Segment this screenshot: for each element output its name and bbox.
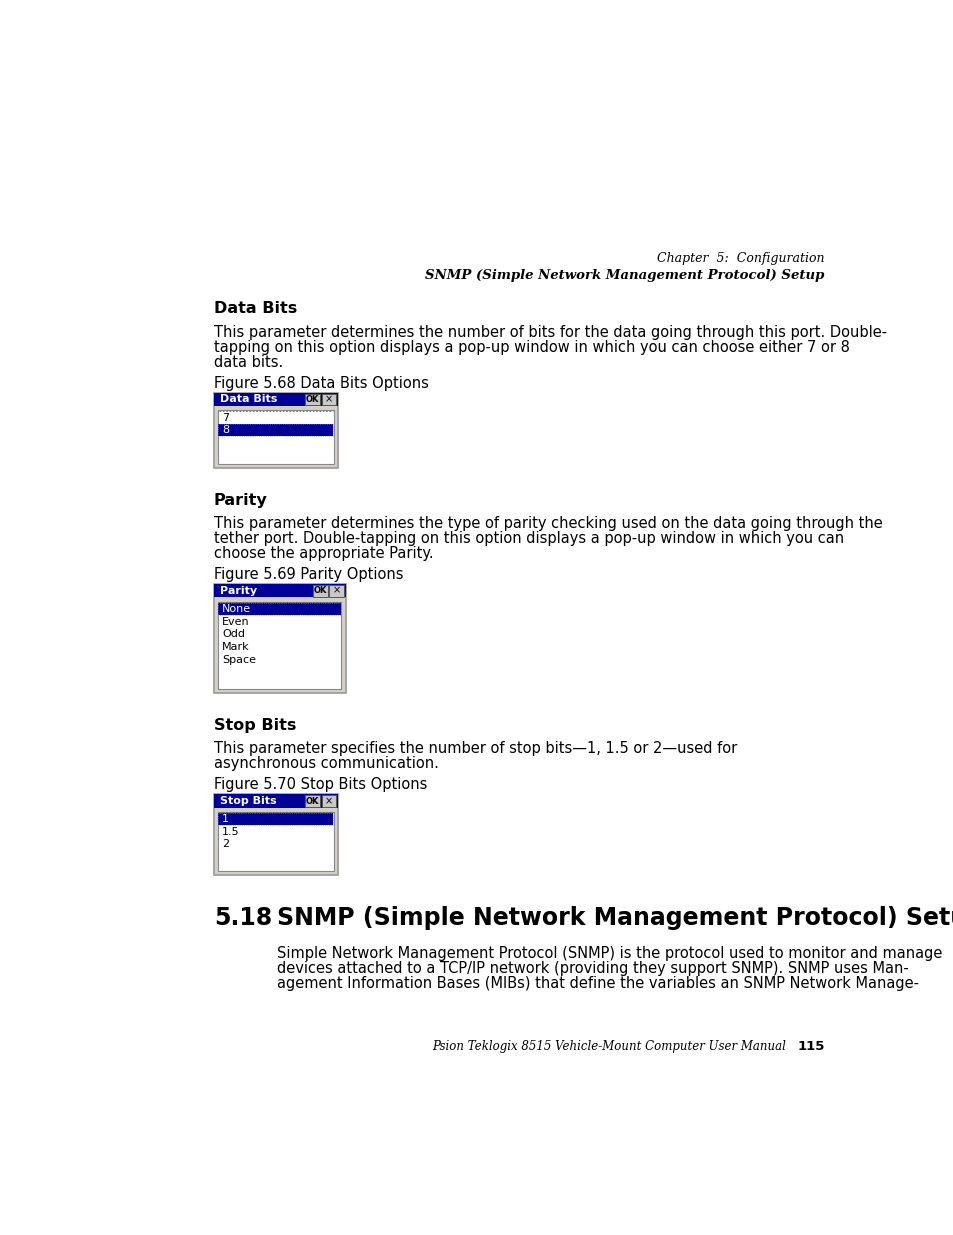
Text: data bits.: data bits. — [213, 354, 283, 369]
Text: 115: 115 — [797, 1040, 823, 1053]
Text: SNMP (Simple Network Management Protocol) Setup: SNMP (Simple Network Management Protocol… — [277, 906, 953, 930]
Text: OK: OK — [314, 587, 327, 595]
Text: Parity: Parity — [213, 493, 267, 508]
Text: 8: 8 — [222, 425, 229, 435]
Bar — [218, 813, 333, 825]
Text: OK: OK — [306, 797, 319, 805]
Text: ×: × — [333, 585, 340, 595]
Bar — [213, 393, 337, 468]
Text: None: None — [222, 604, 251, 614]
Text: ×: × — [324, 394, 333, 404]
Text: Chapter  5:  Configuration: Chapter 5: Configuration — [657, 252, 823, 266]
Text: Psion Teklogix 8515 Vehicle-Mount Computer User Manual: Psion Teklogix 8515 Vehicle-Mount Comput… — [432, 1040, 785, 1053]
Text: This parameter determines the number of bits for the data going through this por: This parameter determines the number of … — [213, 325, 886, 340]
Text: agement Information Bases (MIBs) that define the variables an SNMP Network Manag: agement Information Bases (MIBs) that de… — [277, 976, 919, 990]
Text: ×: × — [324, 797, 333, 806]
Bar — [213, 794, 337, 876]
Bar — [218, 811, 334, 871]
Text: tether port. Double-tapping on this option displays a pop-up window in which you: tether port. Double-tapping on this opti… — [213, 531, 843, 546]
Bar — [218, 603, 340, 615]
Text: devices attached to a TCP/IP network (providing they support SNMP). SNMP uses Ma: devices attached to a TCP/IP network (pr… — [277, 961, 908, 976]
Text: asynchronous communication.: asynchronous communication. — [213, 756, 438, 771]
Bar — [213, 794, 337, 808]
Bar — [218, 813, 333, 825]
Bar — [321, 394, 335, 405]
Text: choose the appropriate Parity.: choose the appropriate Parity. — [213, 546, 433, 561]
Bar — [321, 795, 335, 806]
Bar — [218, 601, 341, 689]
Text: Data Bits: Data Bits — [213, 301, 296, 316]
Text: Parity: Parity — [220, 585, 257, 595]
Text: Even: Even — [222, 616, 250, 626]
Bar — [218, 603, 340, 615]
Bar — [218, 425, 333, 436]
Text: 1: 1 — [222, 814, 229, 824]
Text: Figure 5.70 Stop Bits Options: Figure 5.70 Stop Bits Options — [213, 777, 427, 793]
Text: This parameter determines the type of parity checking used on the data going thr: This parameter determines the type of pa… — [213, 516, 882, 531]
Text: Stop Bits: Stop Bits — [213, 718, 295, 734]
Text: Figure 5.68 Data Bits Options: Figure 5.68 Data Bits Options — [213, 375, 428, 390]
Bar — [329, 585, 344, 597]
Bar — [305, 394, 319, 405]
Bar — [218, 410, 334, 464]
Text: tapping on this option displays a pop-up window in which you can choose either 7: tapping on this option displays a pop-up… — [213, 340, 849, 354]
Text: This parameter specifies the number of stop bits—1, 1.5 or 2—used for: This parameter specifies the number of s… — [213, 741, 737, 756]
Text: 1.5: 1.5 — [222, 826, 239, 837]
Bar — [313, 585, 328, 597]
Text: SNMP (Simple Network Management Protocol) Setup: SNMP (Simple Network Management Protocol… — [425, 269, 823, 282]
Text: OK: OK — [306, 395, 319, 404]
Text: Space: Space — [222, 655, 255, 664]
Bar — [213, 584, 345, 693]
Bar — [213, 393, 337, 406]
Bar — [305, 795, 319, 806]
Text: Mark: Mark — [222, 642, 250, 652]
Text: 5.18: 5.18 — [213, 906, 272, 930]
Text: Figure 5.69 Parity Options: Figure 5.69 Parity Options — [213, 567, 403, 582]
Text: Data Bits: Data Bits — [220, 394, 277, 404]
Text: 7: 7 — [222, 412, 229, 422]
Text: Simple Network Management Protocol (SNMP) is the protocol used to monitor and ma: Simple Network Management Protocol (SNMP… — [277, 946, 942, 961]
Bar — [218, 425, 333, 436]
Text: 2: 2 — [222, 840, 229, 850]
Text: Stop Bits: Stop Bits — [220, 797, 276, 806]
Text: Odd: Odd — [222, 630, 245, 640]
Bar — [213, 584, 345, 598]
